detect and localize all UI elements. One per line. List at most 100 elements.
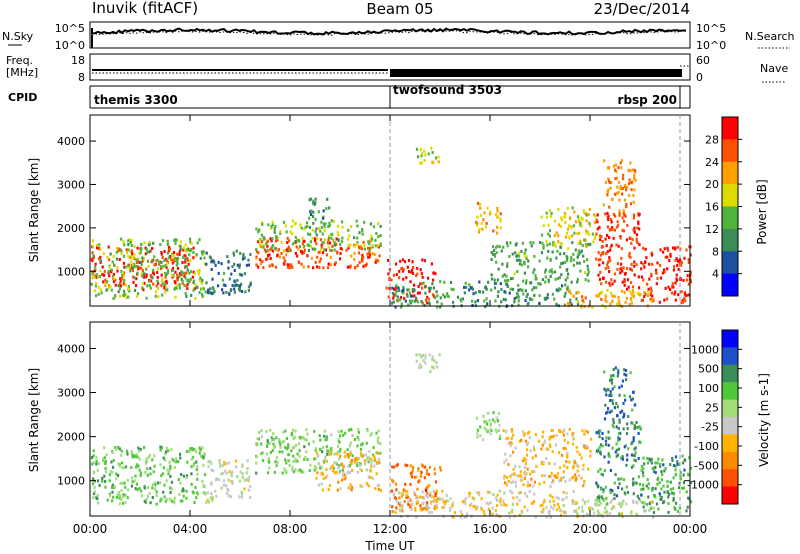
heatmap-cell <box>662 501 665 505</box>
heatmap-cell <box>679 477 682 481</box>
heatmap-cell <box>287 265 290 269</box>
heatmap-cell <box>687 261 690 264</box>
heatmap-cell <box>210 492 213 495</box>
heatmap-cell <box>551 292 554 296</box>
heatmap-cell <box>632 453 635 457</box>
heatmap-cell <box>600 235 603 239</box>
heatmap-cell <box>586 264 589 268</box>
heatmap-cell <box>470 286 473 290</box>
heatmap-cell <box>173 257 176 261</box>
heatmap-cell <box>108 284 111 288</box>
heatmap-cell <box>619 184 622 188</box>
heatmap-cell <box>164 273 167 277</box>
heatmap-cell <box>169 466 172 470</box>
heatmap-cell <box>193 272 197 276</box>
heatmap-cell <box>514 480 517 484</box>
heatmap-cell <box>172 251 176 254</box>
heatmap-cell <box>559 265 562 269</box>
heatmap-cell <box>274 239 278 243</box>
heatmap-cell <box>274 265 278 269</box>
heatmap-cell <box>338 464 341 468</box>
heatmap-cell <box>638 497 641 501</box>
heatmap-cell <box>122 240 125 244</box>
heatmap-cell <box>623 219 626 223</box>
heatmap-cell <box>425 493 428 497</box>
heatmap-cell <box>633 169 637 172</box>
heatmap-cell <box>654 487 657 491</box>
heatmap-cell <box>199 448 202 452</box>
heatmap-cell <box>434 480 438 484</box>
heatmap-cell <box>432 495 435 499</box>
heatmap-cell <box>607 179 611 183</box>
heatmap-cell <box>311 215 315 218</box>
heatmap-cell <box>613 272 617 276</box>
heatmap-cell <box>126 478 129 482</box>
heatmap-cell <box>417 480 420 484</box>
heatmap-cell <box>574 502 577 506</box>
heatmap-cell <box>432 286 435 290</box>
heatmap-cell <box>452 515 455 519</box>
heatmap-cell <box>154 483 157 487</box>
heatmap-cell <box>183 254 186 257</box>
heatmap-cell <box>402 277 405 281</box>
heatmap-cell <box>623 394 626 398</box>
heatmap-cell <box>163 483 166 487</box>
heatmap-cell <box>140 260 143 264</box>
heatmap-cell <box>272 244 275 247</box>
heatmap-cell <box>401 503 404 507</box>
heatmap-cell <box>679 471 682 474</box>
heatmap-cell <box>202 453 205 457</box>
heatmap-cell <box>136 463 139 467</box>
heatmap-cell <box>170 258 173 262</box>
heatmap-cell <box>362 240 365 244</box>
heatmap-cell <box>551 480 554 484</box>
heatmap-cell <box>531 298 534 302</box>
heatmap-cell <box>178 274 181 278</box>
heatmap-cell <box>516 502 519 506</box>
heatmap-cell <box>104 485 107 489</box>
heatmap-cell <box>415 501 418 505</box>
heatmap-cell <box>414 508 417 512</box>
heatmap-cell <box>99 255 102 259</box>
heatmap-cell <box>112 459 115 462</box>
heatmap-cell <box>192 246 195 250</box>
heatmap-cell <box>312 210 315 214</box>
heatmap-cell <box>496 294 499 298</box>
heatmap-cell <box>423 303 426 307</box>
heatmap-cell <box>666 246 669 250</box>
heatmap-cell <box>146 284 149 288</box>
heatmap-cell <box>303 227 306 231</box>
heatmap-cell <box>257 251 260 255</box>
heatmap-cell <box>227 478 230 482</box>
heatmap-region <box>91 445 207 506</box>
heatmap-cell <box>374 244 377 248</box>
heatmap-cell <box>240 495 244 499</box>
heatmap-cell <box>314 201 317 205</box>
heatmap-cell <box>156 267 159 271</box>
heatmap-cell <box>312 221 315 225</box>
heatmap-cell <box>190 241 193 245</box>
heatmap-cell <box>198 272 201 276</box>
heatmap-cell <box>144 246 147 250</box>
heatmap-cell <box>417 467 420 471</box>
heatmap-cell <box>449 281 453 284</box>
heatmap-cell <box>486 422 489 426</box>
heatmap-cell <box>378 254 381 258</box>
heatmap-cell <box>647 482 650 486</box>
heatmap-cell <box>316 237 319 241</box>
heatmap-cell <box>356 241 359 245</box>
heatmap-cell <box>221 463 224 467</box>
heatmap-cell <box>554 244 557 248</box>
heatmap-cell <box>93 492 96 496</box>
heatmap-cell <box>431 365 434 369</box>
heatmap-cell <box>545 239 548 243</box>
heatmap-cell <box>161 282 164 286</box>
heatmap-cell <box>538 241 542 244</box>
heatmap-cell <box>547 223 550 227</box>
heatmap-cell <box>542 224 545 228</box>
heatmap-cell <box>236 263 239 267</box>
heatmap-cell <box>632 483 635 487</box>
heatmap-cell <box>421 301 424 305</box>
heatmap-cell <box>176 278 179 282</box>
heatmap-cell <box>174 295 177 299</box>
